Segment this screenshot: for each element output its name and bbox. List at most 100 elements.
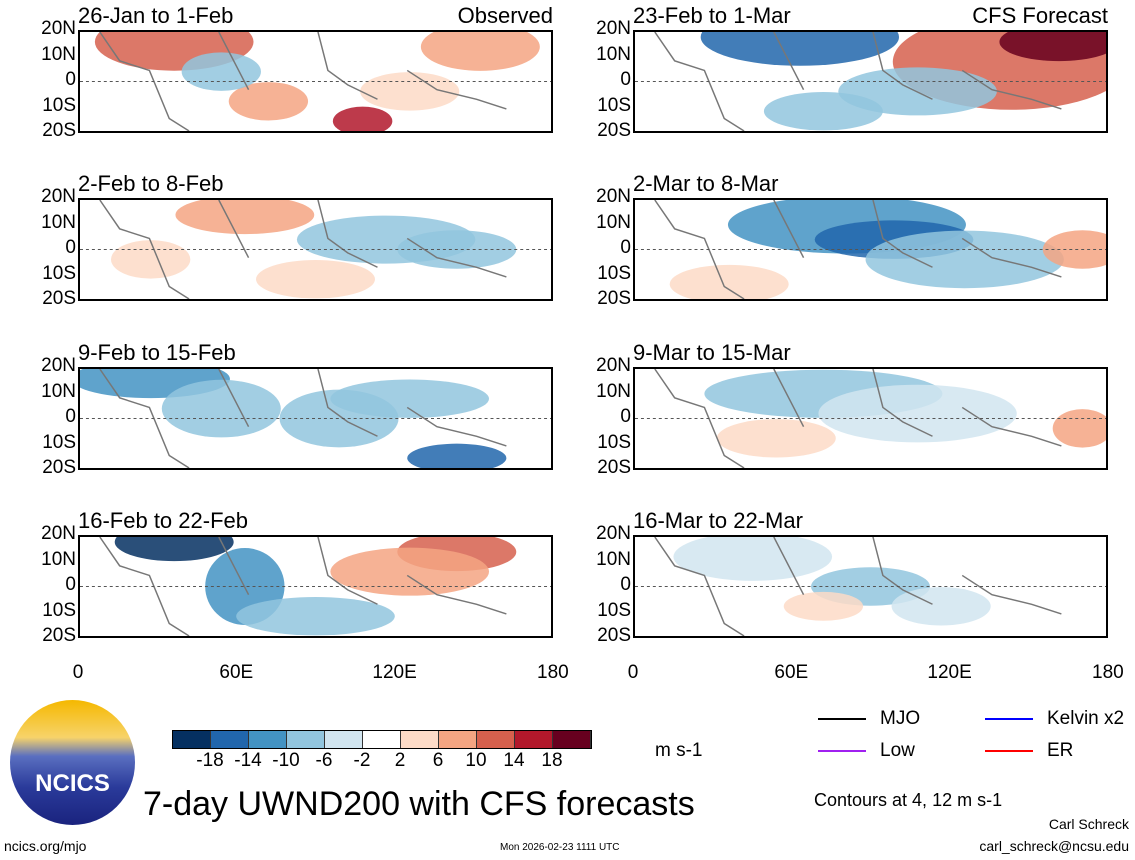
colorbar-swatch bbox=[173, 731, 211, 748]
panel-title: 16-Mar to 22-Mar bbox=[633, 508, 803, 533]
latitude-label: 0 bbox=[620, 237, 631, 258]
latitude-label: 20N bbox=[41, 355, 76, 376]
author: Carl Schreck bbox=[1048, 816, 1129, 832]
wind-anomaly-region bbox=[110, 240, 191, 279]
latitude-label: 10S bbox=[42, 94, 76, 116]
latitude-label: 0 bbox=[620, 69, 631, 90]
colorbar-swatch bbox=[363, 731, 401, 748]
panel-title: 9-Feb to 15-Feb bbox=[78, 340, 236, 365]
latitude-label: 10S bbox=[42, 262, 76, 284]
latitude-label: 10N bbox=[41, 43, 76, 65]
legend-low: Low bbox=[818, 740, 915, 762]
latitude-label: 20N bbox=[596, 355, 631, 376]
latitude-label: 10N bbox=[41, 548, 76, 570]
latitude-label: 0 bbox=[620, 406, 631, 427]
colorbar-tick: 14 bbox=[503, 750, 525, 771]
coastline bbox=[654, 369, 1062, 468]
panel-source-label: CFS Forecast bbox=[972, 3, 1108, 28]
colorbar-swatch bbox=[553, 731, 591, 748]
colorbar-tick: 10 bbox=[465, 750, 487, 771]
wind-anomaly-region bbox=[999, 32, 1106, 62]
longitude-label: 180 bbox=[537, 662, 569, 683]
longitude-label: 120E bbox=[927, 662, 972, 683]
wind-anomaly-region bbox=[114, 537, 234, 562]
wind-anomaly-region bbox=[1042, 230, 1106, 269]
wind-anomaly-region bbox=[228, 82, 309, 121]
panel-title: 16-Feb to 22-Feb bbox=[78, 508, 248, 533]
wind-anomaly-region bbox=[256, 259, 375, 299]
colorbar-units: m s-1 bbox=[655, 740, 703, 761]
wind-anomaly-region bbox=[236, 596, 395, 636]
latitude-label: 0 bbox=[65, 237, 76, 258]
colorbar-swatch bbox=[211, 731, 249, 748]
map-panel bbox=[633, 367, 1108, 470]
colorbar-swatch bbox=[477, 731, 515, 748]
contours-note: Contours at 4, 12 m s-1 bbox=[814, 790, 1003, 810]
wind-anomaly-region bbox=[716, 419, 836, 458]
main-title: 7-day UWND200 with CFS forecasts bbox=[143, 785, 695, 823]
panel-title: 2-Feb to 8-Feb bbox=[78, 171, 224, 196]
wind-anomaly-region bbox=[1052, 409, 1106, 448]
wind-anomaly-region bbox=[407, 443, 507, 468]
longitude-label: 0 bbox=[627, 662, 639, 683]
coastline bbox=[654, 32, 1062, 131]
timestamp: Mon 2026-02-23 1111 UTC bbox=[500, 842, 620, 853]
latitude-label: 20N bbox=[596, 186, 631, 207]
latitude-label: 10N bbox=[596, 380, 631, 402]
latitude-label: 20N bbox=[596, 523, 631, 544]
latitude-label: 20S bbox=[597, 288, 631, 309]
wind-anomaly-region bbox=[420, 32, 540, 71]
latitude-label: 10S bbox=[597, 431, 631, 453]
latitude-label: 20S bbox=[42, 120, 76, 141]
colorbar-swatch bbox=[439, 731, 477, 748]
colorbar-swatch bbox=[515, 731, 553, 748]
panel-title: 9-Mar to 15-Mar bbox=[633, 340, 791, 365]
latitude-label: 0 bbox=[65, 574, 76, 595]
colorbar-tick: 6 bbox=[432, 750, 444, 771]
latitude-label: 10N bbox=[596, 43, 631, 65]
colorbar-swatch bbox=[249, 731, 287, 748]
logo-text: NCICS bbox=[35, 770, 110, 797]
map-panel bbox=[78, 198, 553, 301]
latitude-label: 10S bbox=[597, 94, 631, 116]
panel-title: 26-Jan to 1-Feb bbox=[78, 3, 234, 28]
longitude-label: 0 bbox=[72, 662, 84, 683]
latitude-label: 10S bbox=[42, 431, 76, 453]
coastline bbox=[99, 200, 507, 299]
wind-anomaly-region bbox=[783, 591, 864, 621]
wind-anomaly-region bbox=[865, 230, 1064, 289]
latitude-label: 0 bbox=[65, 69, 76, 90]
coastline bbox=[99, 369, 507, 468]
wind-anomaly-region bbox=[175, 200, 315, 235]
wind-anomaly-region bbox=[330, 379, 490, 418]
colorbar-tick: -10 bbox=[272, 750, 300, 771]
wind-anomaly-region bbox=[330, 547, 490, 596]
legend-mjo: MJO bbox=[818, 708, 920, 730]
latitude-label: 10S bbox=[42, 599, 76, 621]
map-panel bbox=[633, 198, 1108, 301]
latitude-label: 20S bbox=[42, 288, 76, 309]
latitude-label: 0 bbox=[65, 406, 76, 427]
url-link[interactable]: ncics.org/mjo bbox=[4, 838, 87, 854]
wind-anomaly-region bbox=[669, 264, 789, 299]
colorbar-tick: 2 bbox=[394, 750, 406, 771]
latitude-label: 10N bbox=[596, 548, 631, 570]
panel-title: 23-Feb to 1-Mar bbox=[633, 3, 791, 28]
colorbar-tick: -14 bbox=[234, 750, 262, 771]
latitude-label: 20N bbox=[41, 186, 76, 207]
map-panel bbox=[633, 30, 1108, 133]
wind-anomaly-region bbox=[818, 384, 1017, 443]
colorbar-swatch bbox=[287, 731, 325, 748]
colorbar-swatch bbox=[401, 731, 439, 748]
longitude-label: 180 bbox=[1092, 662, 1124, 683]
legend-kelvin: Kelvin x2 bbox=[985, 708, 1124, 730]
latitude-label: 20S bbox=[42, 457, 76, 478]
latitude-label: 20N bbox=[41, 523, 76, 544]
coastline bbox=[99, 32, 507, 131]
longitude-label: 60E bbox=[774, 662, 809, 683]
colorbar-tick: -2 bbox=[353, 750, 371, 771]
colorbar-tick: -6 bbox=[315, 750, 333, 771]
latitude-label: 20S bbox=[597, 120, 631, 141]
map-panel bbox=[78, 535, 553, 638]
coastline bbox=[654, 200, 1062, 299]
